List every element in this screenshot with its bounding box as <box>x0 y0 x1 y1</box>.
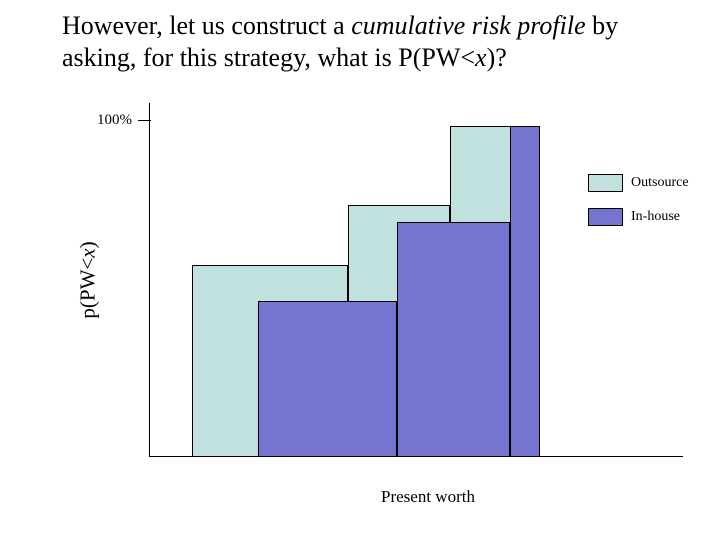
title-line1-suffix: by <box>585 11 619 40</box>
y-axis-title-pre: p(PW< <box>75 257 100 319</box>
bar-segment-in-house <box>396 221 510 457</box>
legend-swatch-outsource <box>588 174 623 192</box>
title-line2-variable: x <box>475 43 487 72</box>
bar-segment-in-house <box>257 301 397 457</box>
legend-label-inhouse: In-house <box>631 209 680 224</box>
legend-label-outsource: Outsource <box>631 175 689 190</box>
title-line2-text: asking, for this strategy, what is P(PW< <box>62 43 476 72</box>
legend-swatch-inhouse <box>588 208 623 226</box>
title-line-1: However, let us construct a cumulative r… <box>62 10 692 42</box>
title-line-2: asking, for this strategy, what is P(PW<… <box>62 42 692 74</box>
y-axis-title-post: ) <box>75 241 100 249</box>
y-axis-100pct-tick <box>138 120 151 121</box>
title-line1-italic-phrase: cumulative risk profile <box>351 11 586 40</box>
bar-segment-in-house <box>509 126 540 457</box>
y-axis-title-variable: x <box>75 248 100 258</box>
y-axis-100pct-label: 100% <box>97 112 132 128</box>
y-axis-line <box>149 103 150 457</box>
slide-title: However, let us construct a cumulative r… <box>62 10 692 74</box>
x-axis-title: Present worth <box>381 487 475 506</box>
title-line2-suffix: )? <box>486 43 507 72</box>
title-line1-text: However, let us construct a <box>62 11 352 40</box>
y-axis-title: p(PW<x) <box>76 241 101 318</box>
